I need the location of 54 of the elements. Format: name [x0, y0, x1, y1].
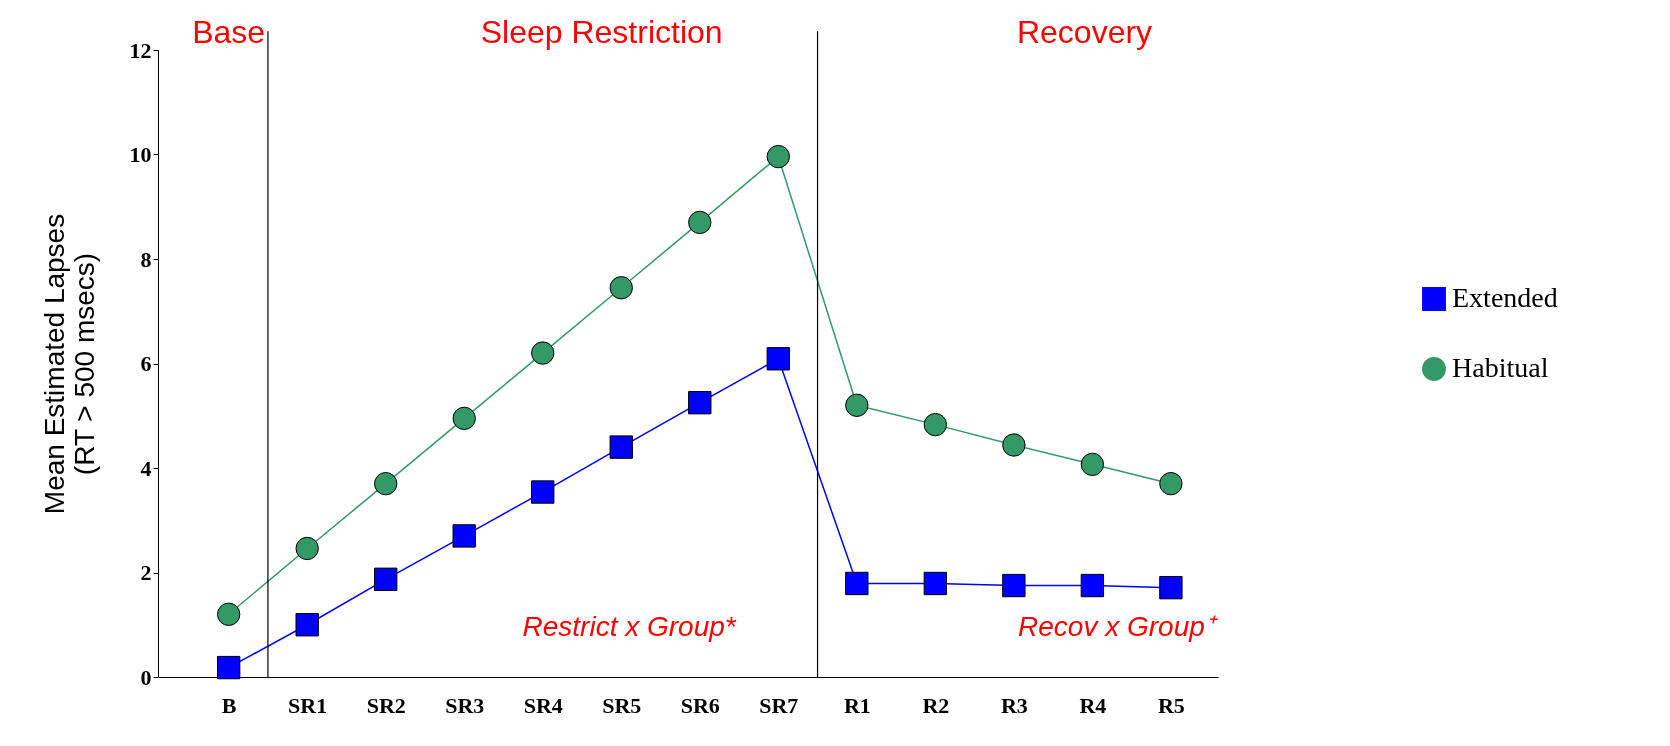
y-tick-label: 2: [140, 560, 152, 585]
annotation: Restrict x Group*: [522, 611, 737, 643]
point: [295, 536, 319, 561]
x-tick-label: R4: [1079, 692, 1107, 718]
point: [452, 406, 476, 431]
annotation: Recov x Group⁺: [1018, 611, 1218, 643]
point: [609, 435, 633, 459]
text: Sleep Restriction: [480, 14, 723, 50]
x-tick-label: SR6: [680, 692, 720, 718]
point: [923, 412, 948, 437]
point: [452, 524, 476, 548]
x-tick-label: SR7: [759, 692, 799, 718]
y-tick-label: 12: [129, 37, 152, 63]
point: [688, 391, 712, 415]
point: [845, 393, 869, 417]
point: [295, 613, 319, 637]
point: [374, 472, 398, 496]
point: [766, 144, 790, 169]
text: Recovery: [1016, 14, 1153, 50]
point: [1080, 573, 1105, 598]
x-tick-label: R1: [843, 692, 871, 718]
point: [845, 571, 869, 596]
x-tick-label: SR2: [366, 692, 406, 718]
x-tick-label: R3: [1000, 692, 1028, 718]
point: [766, 347, 790, 371]
y-tick-label: 4: [140, 455, 152, 481]
point: [1002, 433, 1026, 457]
point: [1159, 472, 1183, 496]
legend-label: Extended: [1452, 282, 1558, 313]
point: [216, 602, 241, 626]
x-tick-label: R2: [922, 692, 950, 718]
point: [1002, 573, 1026, 598]
y-tick-label: 10: [129, 142, 152, 167]
point: [609, 276, 633, 300]
point: [923, 571, 948, 596]
point: [216, 655, 241, 680]
y-tick-label: 6: [140, 351, 152, 376]
y-axis-title: Mean Estimated Lapses (RT > 500 msecs): [38, 213, 100, 515]
y-tick-label: 0: [140, 664, 152, 690]
point: [531, 480, 555, 504]
text: Base: [192, 14, 266, 50]
point: [1080, 452, 1105, 476]
point: [688, 210, 712, 235]
point: [531, 341, 555, 365]
legend-label: Habitual: [1452, 352, 1549, 383]
y-tick-label: 8: [140, 246, 152, 272]
x-tick-label: SR1: [288, 692, 328, 718]
point: [374, 567, 398, 591]
x-tick-label: SR3: [445, 692, 485, 718]
x-tick-label: R5: [1157, 692, 1185, 718]
x-tick-label: B: [221, 692, 237, 718]
x-tick-label: SR4: [523, 692, 563, 718]
x-tick-label: SR5: [602, 692, 642, 718]
point: [1159, 575, 1183, 600]
